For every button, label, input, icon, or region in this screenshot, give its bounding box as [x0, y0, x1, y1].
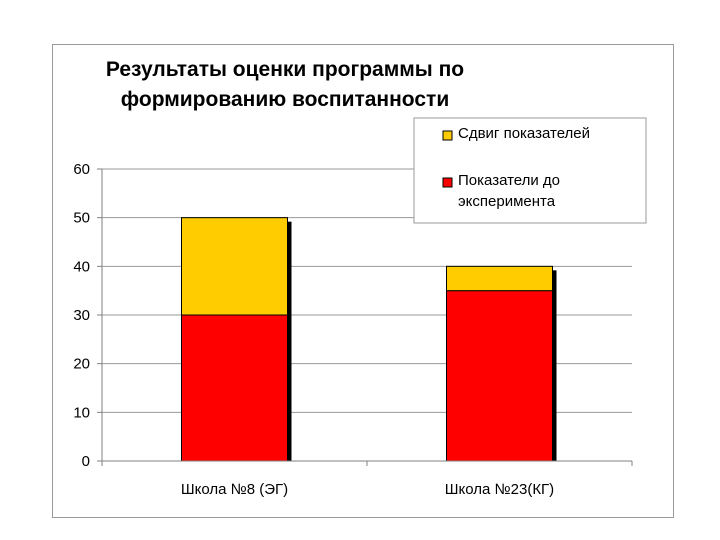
legend-swatch-0	[442, 130, 453, 141]
chart-title-line-1: Результаты оценки программы по	[105, 58, 465, 81]
chart-title: Результаты оценки программы по формирова…	[75, 55, 495, 115]
legend-label-0-0: Сдвиг показателей	[458, 125, 590, 142]
y-tick-label-0: 0	[82, 453, 90, 470]
y-tick-label-30: 30	[73, 307, 90, 324]
legend-label-1-1: эксперимента	[458, 193, 556, 210]
legend-box	[413, 117, 647, 224]
y-tick-label-20: 20	[73, 356, 90, 373]
axis-layer: 0 10 20 30 40 50 60 Школа №8 (ЭГ) Школа №23(КГ)	[73, 161, 633, 498]
y-tick-label-40: 40	[73, 258, 90, 275]
legend-label-1-0: Показатели до	[458, 172, 560, 189]
x-tick-label-1: Школа №23(КГ)	[445, 481, 554, 498]
y-tick-label-60: 60	[73, 161, 90, 178]
legend-swatch-1	[442, 177, 453, 188]
chart-title-line-2: формированию воспитанности	[120, 88, 450, 111]
bar-0-1	[446, 290, 553, 462]
legend: Сдвиг показателей Показатели до эксперимен…	[413, 117, 647, 224]
y-tick-label-10: 10	[73, 404, 90, 421]
bar-layer	[181, 217, 557, 462]
bar-1-1	[446, 265, 553, 292]
bar-0-0	[181, 314, 288, 462]
y-tick-label-50: 50	[73, 210, 90, 227]
x-tick-label-0: Школа №8 (ЭГ)	[181, 481, 288, 498]
bar-1-0	[181, 217, 288, 316]
